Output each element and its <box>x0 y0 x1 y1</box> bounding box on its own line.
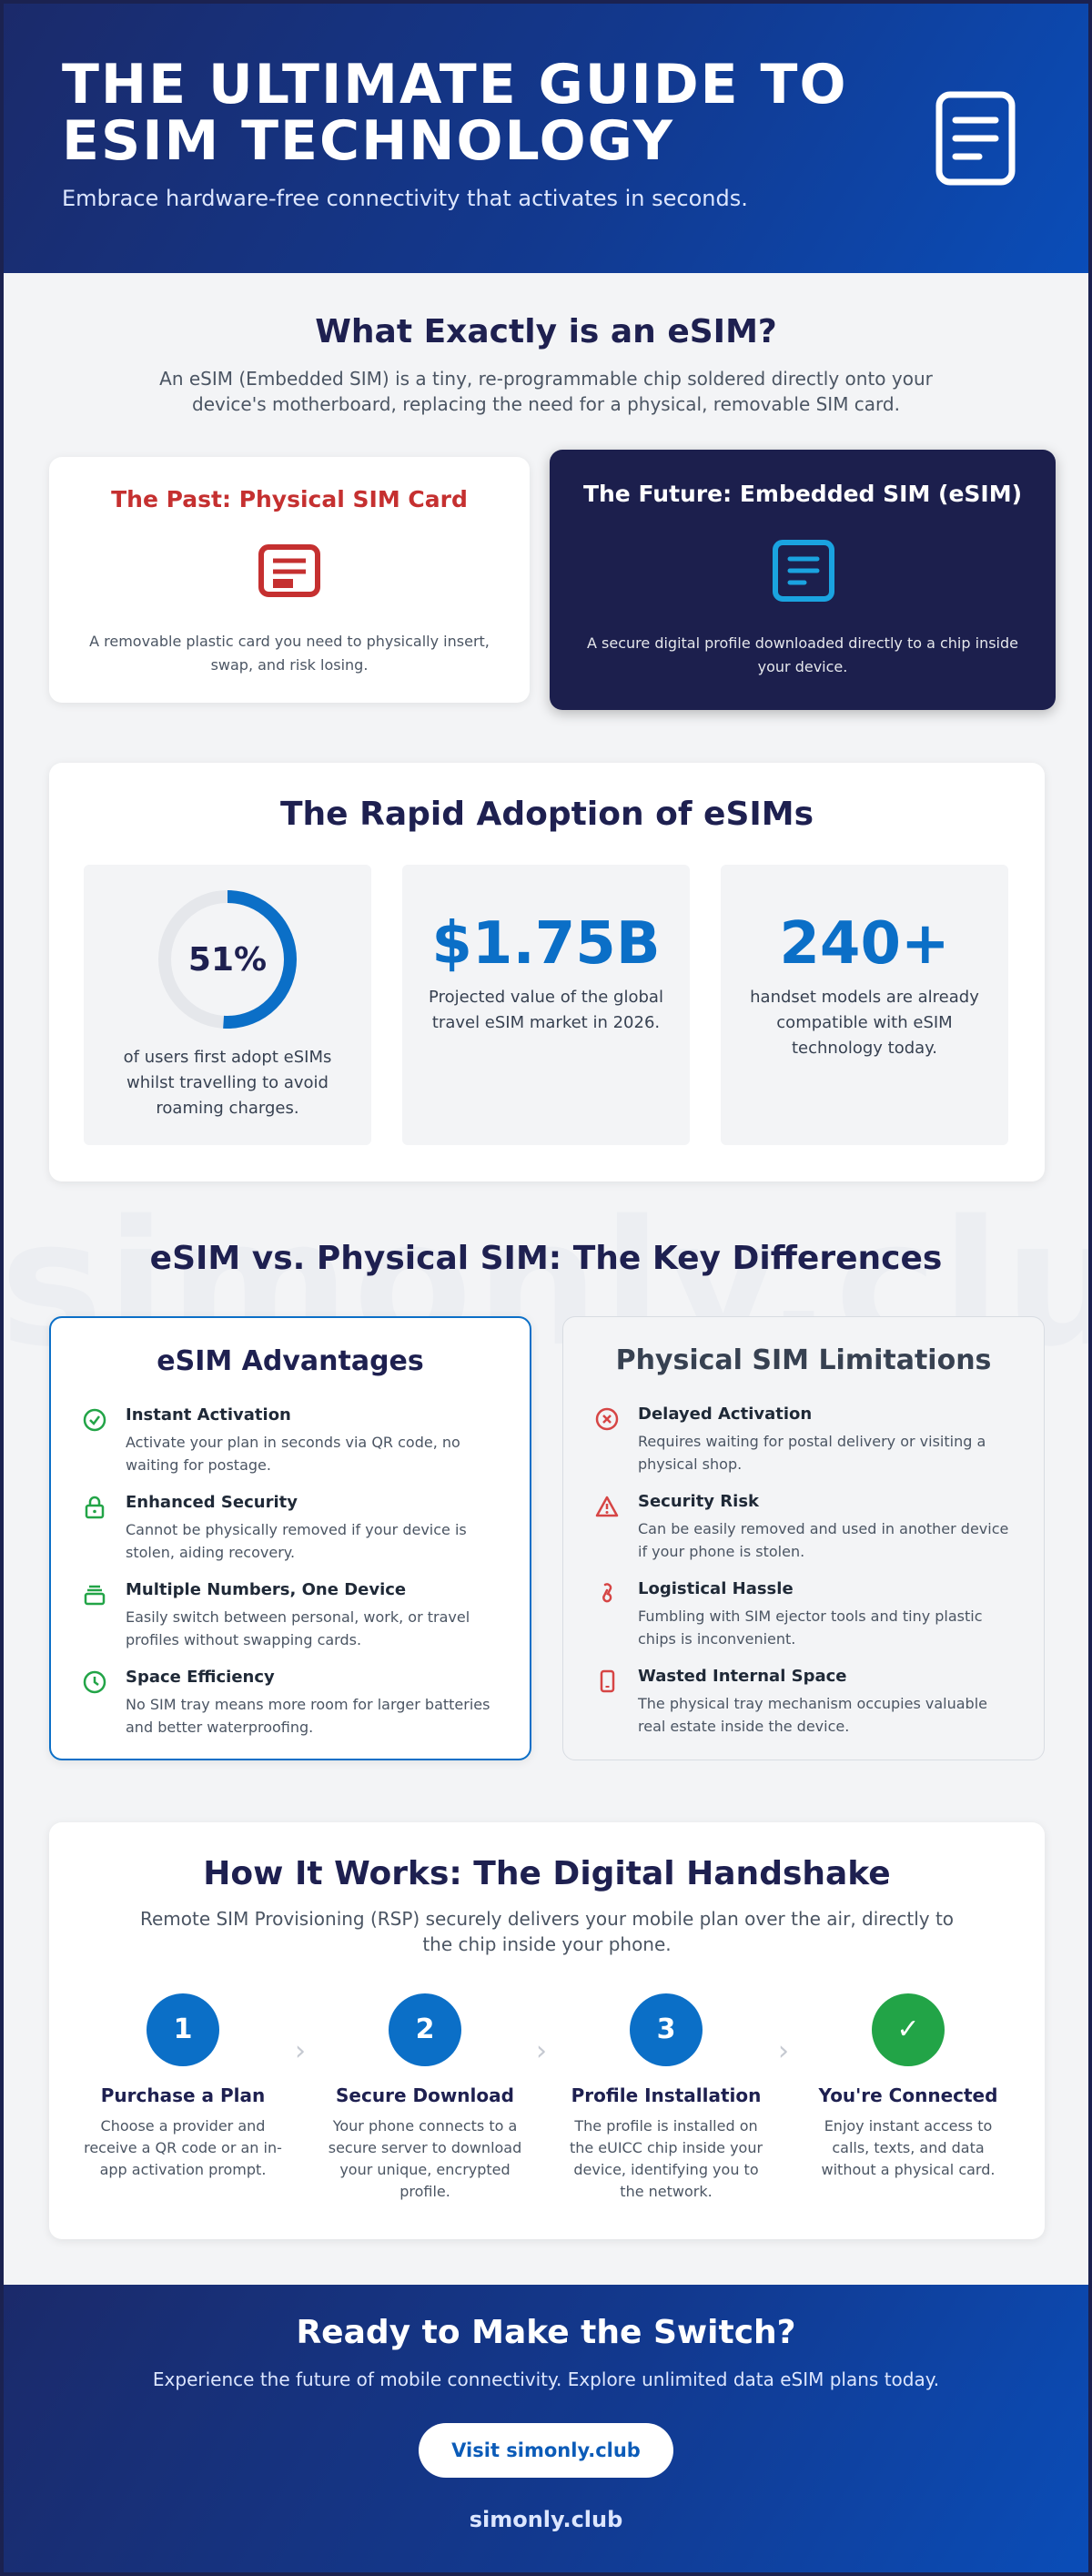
future-esim-title: The Future: Embedded SIM (eSIM) <box>582 481 1023 507</box>
advantage-title: Instant Activation <box>126 1405 291 1425</box>
physical-limitations-card: Physical SIM Limitations Delayed Activat… <box>562 1316 1045 1760</box>
limitation-title: Logistical Hassle <box>638 1579 794 1598</box>
esim-chip-icon <box>773 540 834 602</box>
past-sim-card: The Past: Physical SIM Card A removable … <box>49 457 530 703</box>
step-description: Your phone connects to a secure server t… <box>328 2117 522 2200</box>
lock-icon <box>85 1496 105 1519</box>
stat-handsets-value: 240+ <box>779 910 950 978</box>
x-circle-icon <box>595 1407 619 1431</box>
advantage-description: Activate your plan in seconds via QR cod… <box>126 1434 460 1474</box>
donut-value: 51% <box>188 941 267 979</box>
limitation-title: Wasted Internal Space <box>638 1667 847 1686</box>
step-title: Profile Installation <box>571 2084 762 2106</box>
pin-icon <box>602 1583 612 1603</box>
adoption-card: The Rapid Adoption of eSIMs 51% of users… <box>49 763 1045 1182</box>
donut-progress-arc <box>158 890 297 1029</box>
advantage-item: Space Efficiency No SIM tray means more … <box>82 1668 502 1740</box>
header-banner: THE ULTIMATE GUIDE TO ESIM TECHNOLOGY Em… <box>0 0 1092 273</box>
limitation-description: Requires waiting for postal delivery or … <box>638 1433 986 1473</box>
step-description: The profile is installed on the eUICC ch… <box>569 2117 763 2200</box>
advantage-title: Enhanced Security <box>126 1493 298 1512</box>
clock-icon <box>83 1670 106 1694</box>
phone-icon <box>600 1669 615 1693</box>
advantage-title: Multiple Numbers, One Device <box>126 1580 407 1599</box>
future-esim-card: The Future: Embedded SIM (eSIM) A secure… <box>550 450 1056 710</box>
check-icon: ✓ <box>872 1993 945 2066</box>
advantages-title: eSIM Advantages <box>157 1345 424 1377</box>
esim-advantages-card: eSIM Advantages Instant Activation Activ… <box>49 1316 531 1760</box>
stat-handsets-description: handset models are already compatible wi… <box>750 988 979 1058</box>
step-number: 3 <box>630 1993 703 2066</box>
compare-title: eSIM vs. Physical SIM: The Key Differenc… <box>149 1240 943 1277</box>
stat-market-value: $1.75B <box>431 910 661 978</box>
stat-handsets: 240+ handset models are already compatib… <box>721 865 1008 1145</box>
stat-market-description: Projected value of the global travel eSI… <box>429 988 663 1032</box>
stat-roaming: 51% of users first adopt eSIMs whilst tr… <box>84 865 371 1145</box>
step-number: 2 <box>389 1993 461 2066</box>
footer-subtitle: Experience the future of mobile connecti… <box>152 2368 940 2390</box>
limitation-item: Logistical Hassle Fumbling with SIM ejec… <box>594 1579 1016 1652</box>
page-subtitle: Embrace hardware-free connectivity that … <box>62 186 748 211</box>
check-circle-icon <box>83 1408 106 1432</box>
step-description: Choose a provider and receive a QR code … <box>84 2117 282 2178</box>
step-title: You're Connected <box>818 2084 998 2106</box>
advantage-item: Instant Activation Activate your plan in… <box>82 1405 502 1478</box>
stat-roaming-description: of users first adopt eSIMs whilst travel… <box>123 1048 332 1118</box>
limitation-title: Security Risk <box>638 1492 760 1511</box>
sim-card-icon <box>258 544 320 597</box>
adoption-title: The Rapid Adoption of eSIMs <box>279 796 814 833</box>
limitation-title: Delayed Activation <box>638 1405 813 1424</box>
adoption-donut: 51% <box>158 890 297 1029</box>
advantage-description: No SIM tray means more room for larger b… <box>126 1696 490 1736</box>
step-number: 1 <box>147 1993 219 2066</box>
step-description: Enjoy instant access to calls, texts, an… <box>821 2117 996 2178</box>
step-title: Secure Download <box>336 2084 514 2106</box>
what-title: What Exactly is an eSIM? <box>315 313 777 350</box>
how-title: How It Works: The Digital Handshake <box>203 1855 891 1892</box>
chevron-right-icon: › <box>536 2035 547 2067</box>
advantage-item: Enhanced Security Cannot be physically r… <box>82 1493 502 1566</box>
past-sim-description: A removable plastic card you need to phy… <box>89 633 490 674</box>
visit-site-button[interactable]: Visit simonly.club <box>419 2423 673 2478</box>
future-esim-description: A secure digital profile downloaded dire… <box>587 634 1018 675</box>
document-icon <box>935 91 1016 186</box>
chevron-right-icon: › <box>778 2035 789 2067</box>
layers-icon <box>84 1585 106 1606</box>
limitation-description: Can be easily removed and used in anothe… <box>638 1520 1009 1560</box>
how-description: Remote SIM Provisioning (RSP) securely d… <box>139 1908 955 1955</box>
step-title: Purchase a Plan <box>100 2084 266 2106</box>
page-title: THE ULTIMATE GUIDE TO ESIM TECHNOLOGY <box>62 53 848 173</box>
limitation-item: Wasted Internal Space The physical tray … <box>594 1667 1016 1739</box>
what-description: An eSIM (Embedded SIM) is a tiny, re-pro… <box>159 368 933 415</box>
chevron-right-icon: › <box>295 2035 306 2067</box>
advantage-description: Cannot be physically removed if your dev… <box>126 1521 467 1561</box>
stat-market: $1.75B Projected value of the global tra… <box>402 865 690 1145</box>
footer-banner: Ready to Make the Switch? Experience the… <box>0 2285 1092 2576</box>
limitation-item: Security Risk Can be easily removed and … <box>594 1492 1016 1565</box>
advantage-title: Space Efficiency <box>126 1668 275 1687</box>
limitation-description: The physical tray mechanism occupies val… <box>638 1695 987 1735</box>
advantage-description: Easily switch between personal, work, or… <box>126 1608 470 1648</box>
limitations-title: Physical SIM Limitations <box>615 1344 992 1376</box>
warning-icon <box>595 1496 619 1517</box>
past-sim-title: The Past: Physical SIM Card <box>111 486 468 512</box>
footer-brand: simonly.club <box>469 2507 623 2532</box>
limitation-description: Fumbling with SIM ejector tools and tiny… <box>638 1607 983 1648</box>
limitation-item: Delayed Activation Requires waiting for … <box>594 1405 1016 1477</box>
advantage-item: Multiple Numbers, One Device Easily swit… <box>82 1580 502 1653</box>
footer-title: Ready to Make the Switch? <box>296 2314 796 2351</box>
